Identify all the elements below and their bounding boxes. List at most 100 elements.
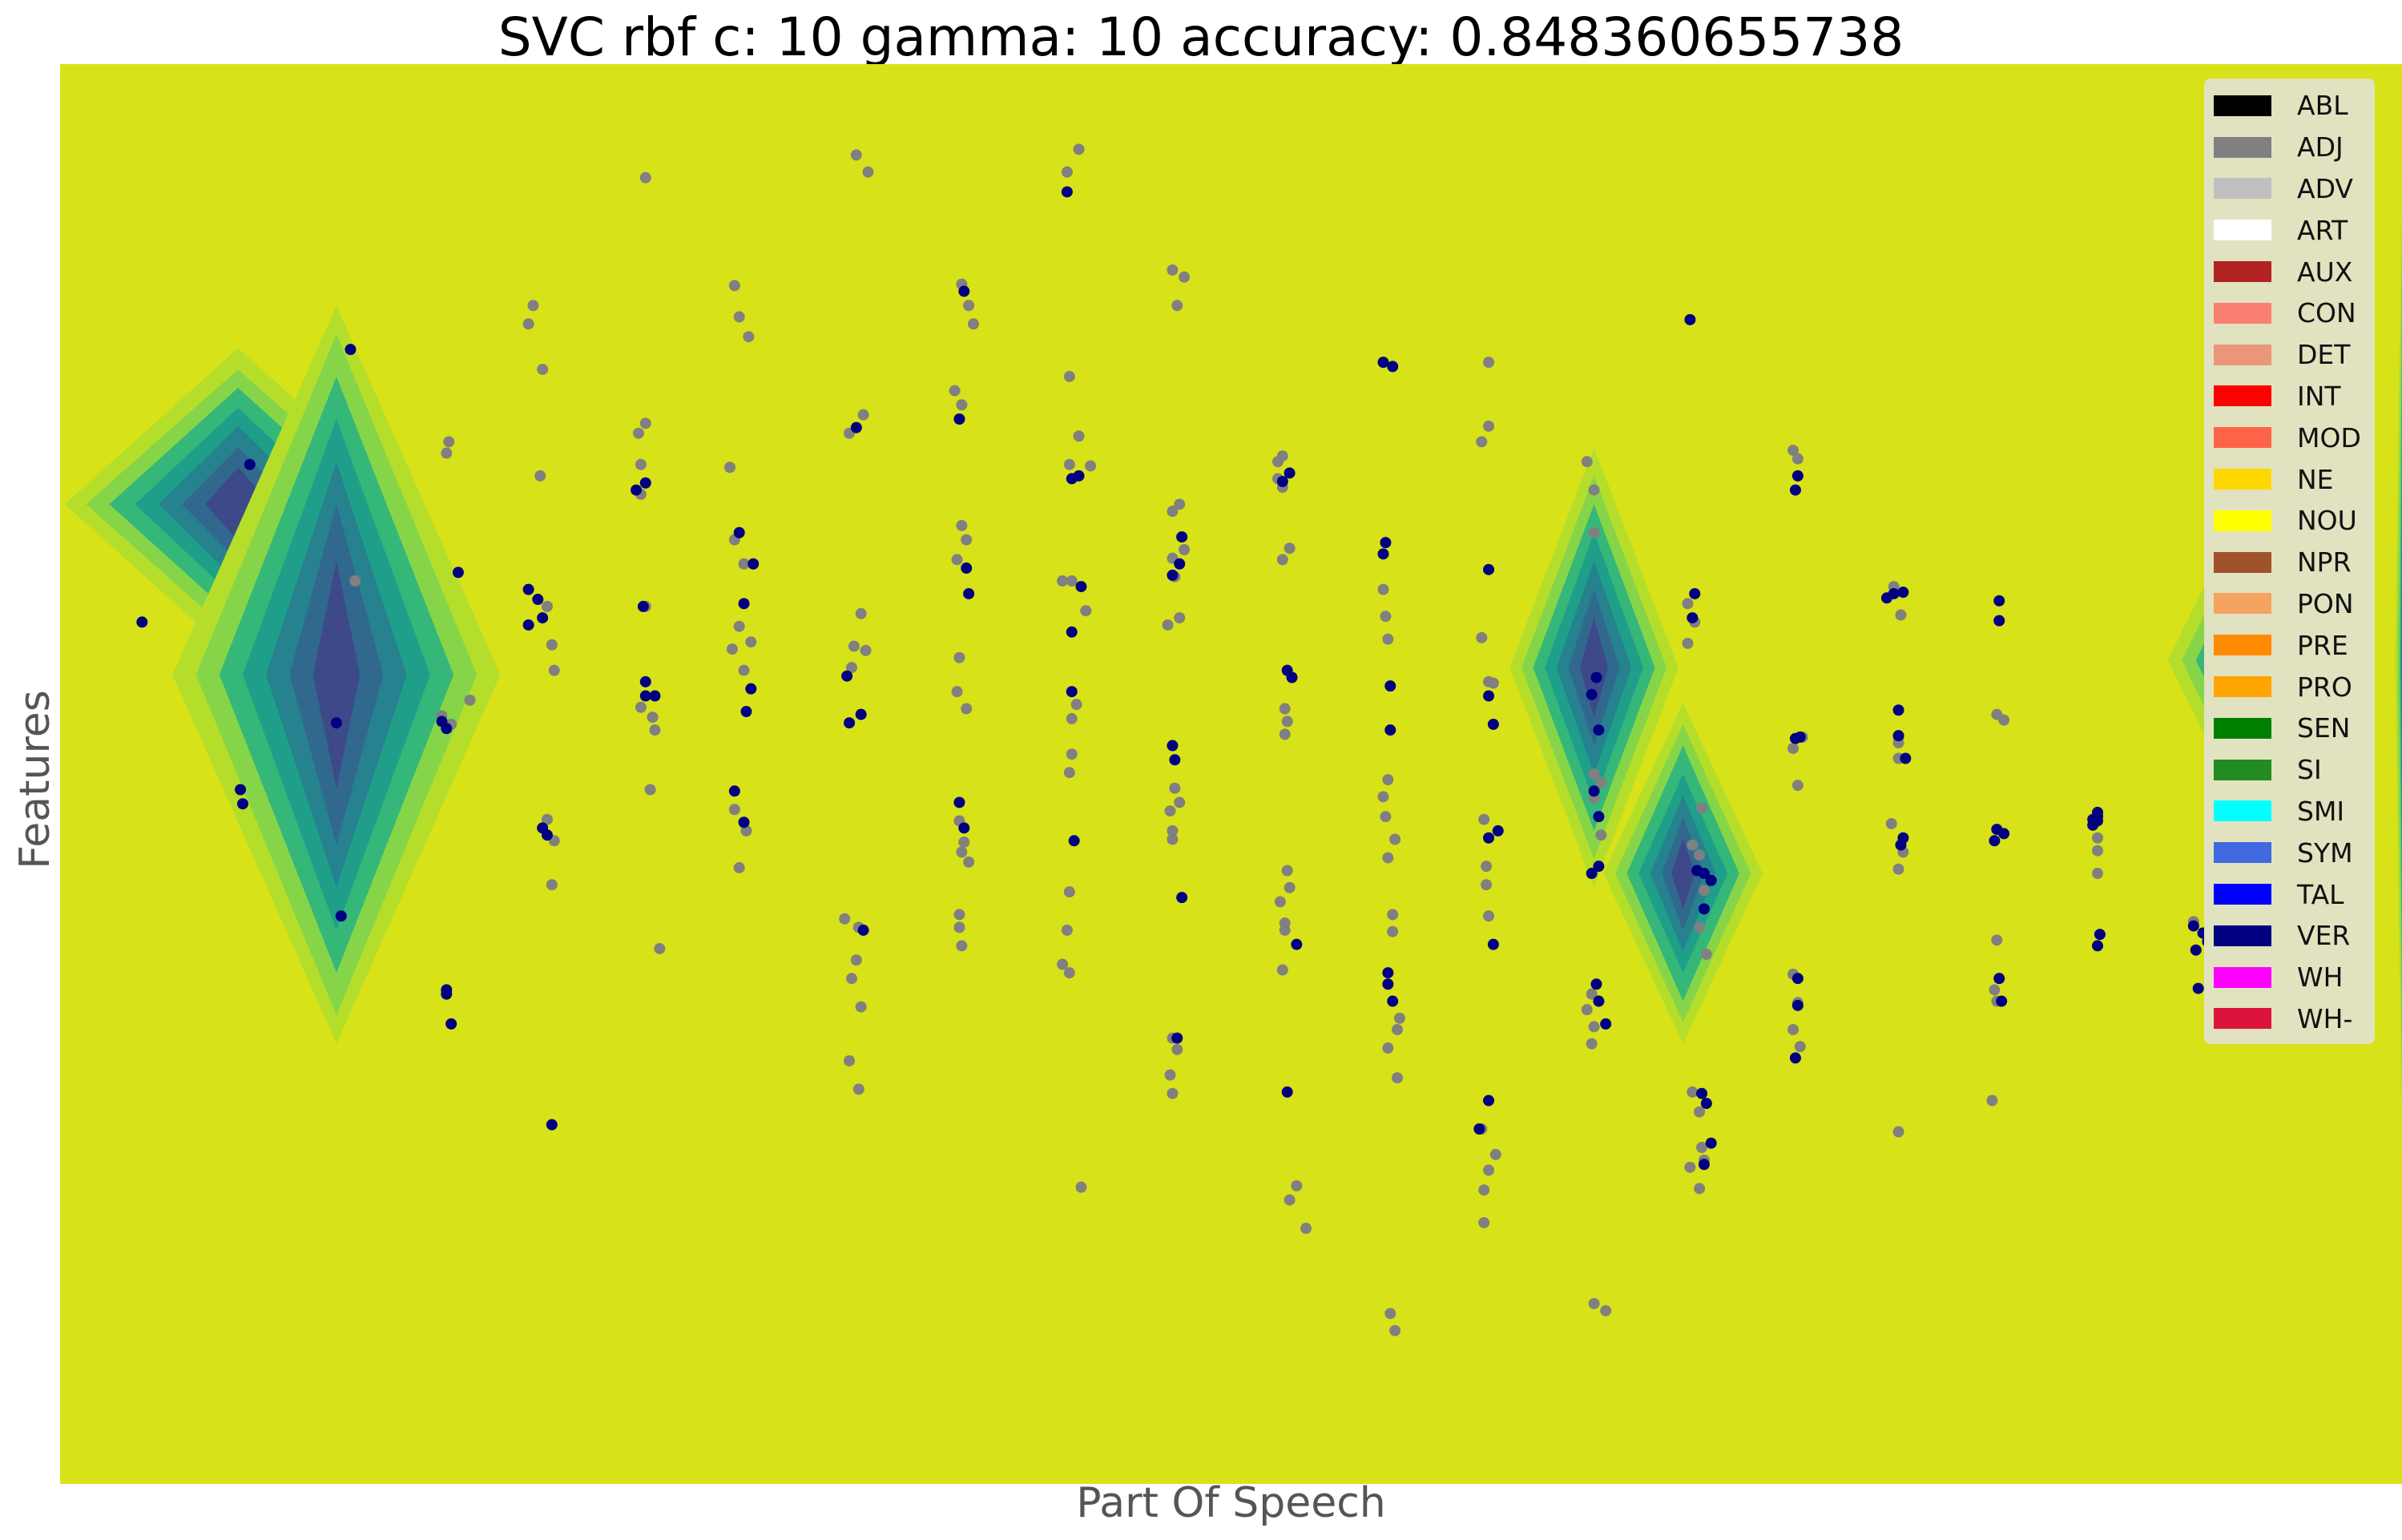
point-adj-141	[1392, 1072, 1404, 1084]
point-ver-81	[1590, 671, 1602, 683]
legend-swatch	[2214, 302, 2271, 324]
point-adj-70	[953, 909, 965, 921]
point-adj-186	[1694, 1183, 1706, 1195]
point-adj-61	[956, 519, 968, 531]
point-ver-56	[1176, 892, 1188, 904]
point-adj-151	[1481, 861, 1493, 873]
point-adj-36	[745, 636, 757, 648]
legend-item-pro: PRO	[2204, 666, 2375, 708]
point-ver-59	[1276, 475, 1288, 487]
point-adj-206	[1998, 714, 2010, 726]
point-adj-174	[1682, 637, 1694, 649]
point-adj-212	[2092, 845, 2104, 857]
legend-item-aux: AUX	[2204, 251, 2375, 292]
point-ver-70	[1382, 978, 1394, 990]
point-adj-185	[1684, 1161, 1696, 1173]
point-adj-75	[1063, 370, 1075, 382]
point-adj-73	[1061, 166, 1073, 178]
point-adj-101	[1169, 782, 1181, 794]
point-adj-111	[1272, 456, 1284, 468]
point-ver-13	[546, 1119, 558, 1131]
point-ver-99	[1705, 1137, 1717, 1149]
point-adj-133	[1380, 811, 1392, 823]
point-adj-176	[1687, 839, 1699, 851]
legend-item-ne: NE	[2204, 458, 2375, 500]
point-adj-201	[1885, 818, 1897, 830]
legend-label: ART	[2297, 214, 2348, 246]
point-adj-86	[1063, 886, 1075, 898]
point-adj-63	[953, 651, 965, 663]
point-ver-117	[1993, 595, 2005, 607]
point-ver-123	[1996, 995, 2008, 1007]
point-adj-162	[1588, 768, 1600, 780]
legend-item-npr: NPR	[2204, 542, 2375, 583]
point-adj-157	[1478, 1184, 1490, 1196]
point-adj-178	[1698, 885, 1710, 897]
point-adj-179	[1694, 921, 1706, 933]
point-ver-106	[1791, 999, 1804, 1011]
point-adj-91	[1167, 264, 1179, 276]
point-adj-115	[1276, 554, 1288, 566]
point-ver-24	[649, 690, 661, 702]
point-ver-3	[244, 458, 256, 470]
point-ver-87	[1586, 868, 1598, 880]
point-ver-40	[961, 562, 973, 574]
point-ver-111	[1897, 587, 1909, 599]
point-ver-5	[335, 910, 347, 922]
point-ver-132	[2187, 920, 2199, 932]
legend-item-wh-dash: WH-	[2204, 998, 2375, 1040]
point-ver-107	[1791, 973, 1804, 985]
legend-label: SMI	[2297, 795, 2345, 827]
point-ver-80	[1473, 1123, 1485, 1135]
point-adj-58	[949, 385, 961, 397]
point-ver-73	[1483, 563, 1495, 575]
legend-swatch	[2214, 842, 2271, 864]
point-ver-21	[639, 477, 651, 489]
point-adj-25	[644, 784, 656, 796]
point-ver-41	[963, 587, 975, 599]
point-adj-128	[1377, 583, 1389, 595]
point-ver-121	[1989, 835, 2001, 847]
legend-label: AUX	[2297, 256, 2353, 288]
point-adj-5	[464, 694, 476, 706]
point-ver-32	[738, 816, 750, 828]
legend-item-tal: TAL	[2204, 873, 2375, 915]
point-adj-37	[728, 804, 740, 816]
point-ver-129	[2087, 813, 2099, 825]
point-ver-64	[1377, 357, 1389, 369]
point-adj-181	[1687, 1086, 1699, 1098]
legend-label: TAL	[2297, 878, 2344, 910]
point-adj-90	[1075, 1181, 1087, 1193]
point-ver-69	[1384, 724, 1396, 736]
point-adj-27	[733, 311, 745, 323]
point-ver-46	[1066, 473, 1078, 485]
legend-label: SI	[2297, 754, 2322, 786]
point-ver-68	[1384, 680, 1396, 692]
point-adj-18	[639, 417, 651, 429]
point-adj-188	[1791, 453, 1804, 465]
point-adj-138	[1393, 1012, 1405, 1024]
point-adj-147	[1476, 631, 1488, 643]
point-ver-27	[748, 558, 760, 570]
point-adj-46	[860, 644, 872, 656]
point-adj-93	[1171, 300, 1183, 312]
legend-label: CON	[2297, 297, 2356, 329]
point-ver-92	[1689, 587, 1701, 599]
point-ver-77	[1492, 824, 1504, 837]
point-adj-100	[1162, 619, 1174, 631]
point-ver-130	[2094, 929, 2106, 941]
legend-swatch	[2214, 427, 2271, 449]
point-ver-48	[1066, 626, 1078, 638]
point-adj-155	[1489, 1148, 1501, 1160]
point-adj-26	[654, 942, 666, 954]
point-adj-102	[1174, 796, 1186, 808]
point-ver-112	[1892, 704, 1904, 716]
point-adj-121	[1274, 896, 1286, 908]
legend-item-smi: SMI	[2204, 791, 2375, 832]
point-adj-31	[738, 558, 750, 570]
legend-item-nou: NOU	[2204, 500, 2375, 542]
point-ver-91	[1684, 313, 1696, 325]
point-ver-83	[1593, 724, 1605, 736]
point-adj-208	[1989, 984, 2001, 996]
point-adj-84	[1066, 748, 1078, 760]
